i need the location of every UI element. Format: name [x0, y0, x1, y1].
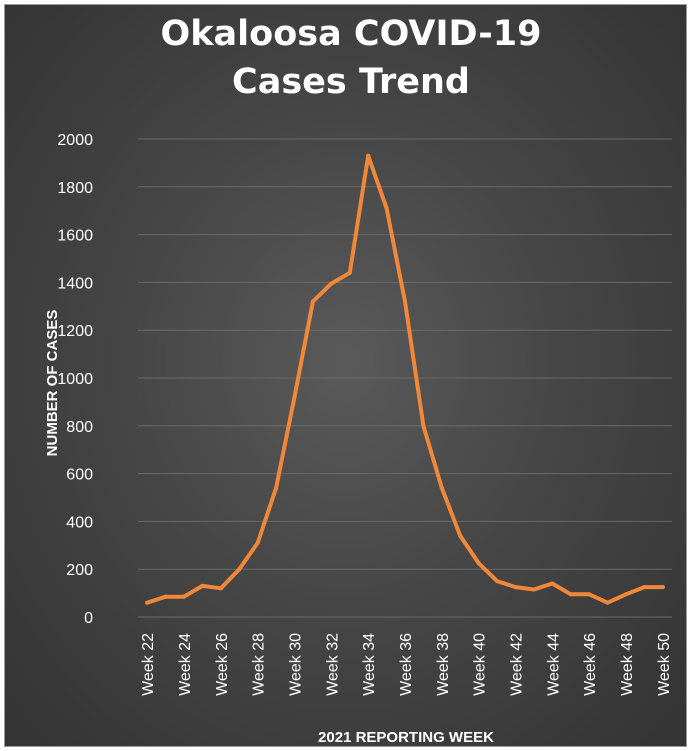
data-point-week-29: [274, 485, 279, 490]
data-point-week-40: [476, 561, 481, 566]
data-point-week-50: [660, 585, 665, 590]
x-tick-label: Week 42: [508, 633, 525, 696]
data-point-week-41: [495, 579, 500, 584]
data-point-week-39: [458, 533, 463, 538]
data-point-week-26: [218, 586, 223, 591]
x-tick-label: Week 22: [140, 633, 157, 696]
data-point-week-43: [531, 587, 536, 592]
x-tick-label: Week 32: [324, 633, 341, 696]
data-point-week-25: [200, 583, 205, 588]
data-point-week-42: [513, 585, 518, 590]
data-point-week-23: [163, 594, 168, 599]
data-point-week-22: [145, 600, 150, 605]
data-point-week-36: [403, 299, 407, 304]
data-point-week-35: [384, 206, 389, 211]
x-tick-label: Week 24: [177, 633, 194, 696]
x-tick-label: Week 48: [619, 633, 636, 696]
data-point-week-30: [292, 395, 297, 400]
chart-frame: Okaloosa COVID-19 Cases Trend 0 200 400 600…: [4, 4, 687, 747]
y-tick-label: 2000: [57, 132, 93, 149]
data-point-week-33: [347, 270, 352, 275]
x-tick-label: Week 28: [251, 633, 268, 696]
data-point-week-34: [366, 153, 371, 158]
y-tick-label: 400: [66, 514, 93, 531]
x-axis-title: 2021 REPORTING WEEK: [318, 729, 494, 746]
x-tick-label: Week 46: [582, 633, 599, 696]
y-tick-label: 800: [66, 419, 93, 436]
x-tick-label: Week 44: [545, 633, 562, 696]
y-tick-label: 1200: [57, 323, 93, 340]
gridlines: [138, 138, 672, 618]
data-point-week-38: [439, 485, 444, 490]
y-tick-label: 0: [84, 610, 93, 627]
data-point-week-32: [329, 281, 334, 286]
x-tick-label: Week 36: [398, 633, 415, 696]
y-tick-label: 1000: [57, 371, 93, 388]
x-tick-label: Week 40: [472, 633, 489, 696]
data-point-week-47: [605, 600, 610, 605]
x-tick-labels: Week 22 Week 24 Week 26 Week 28 Week 30 Week …: [140, 633, 673, 696]
y-tick-label: 600: [66, 467, 93, 484]
data-point-week-45: [568, 592, 573, 597]
x-tick-label: Week 50: [656, 633, 673, 696]
chart-title-line-2: Cases Trend: [232, 62, 470, 102]
x-tick-label: Week 26: [214, 633, 231, 696]
y-tick-label: 1600: [57, 228, 93, 245]
x-tick-label: Week 30: [288, 633, 305, 696]
y-tick-label: 1400: [57, 275, 93, 292]
series-line: [145, 153, 665, 605]
y-tick-label: 200: [66, 562, 93, 579]
data-point-week-44: [550, 581, 555, 586]
y-tick-label: 1800: [57, 180, 93, 197]
chart-svg: Okaloosa COVID-19 Cases Trend 0 200 400 600…: [44, 14, 673, 746]
data-point-week-46: [587, 592, 592, 597]
data-point-week-28: [255, 540, 260, 545]
data-point-week-37: [421, 423, 426, 428]
x-tick-label: Week 38: [435, 633, 452, 696]
chart-title-line-1: Okaloosa COVID-19: [161, 14, 542, 54]
x-tick-label: Week 34: [361, 633, 378, 696]
data-point-week-49: [642, 585, 647, 590]
y-tick-labels: 0 200 400 600 800 1000 1200 1400 1600 1800 2000: [57, 132, 93, 627]
data-point-week-24: [182, 594, 187, 599]
data-point-week-31: [310, 299, 315, 304]
y-axis-title: NUMBER OF CASES: [44, 310, 61, 457]
data-point-week-27: [237, 567, 242, 572]
data-point-week-48: [623, 592, 628, 597]
series-layer: [145, 153, 665, 605]
